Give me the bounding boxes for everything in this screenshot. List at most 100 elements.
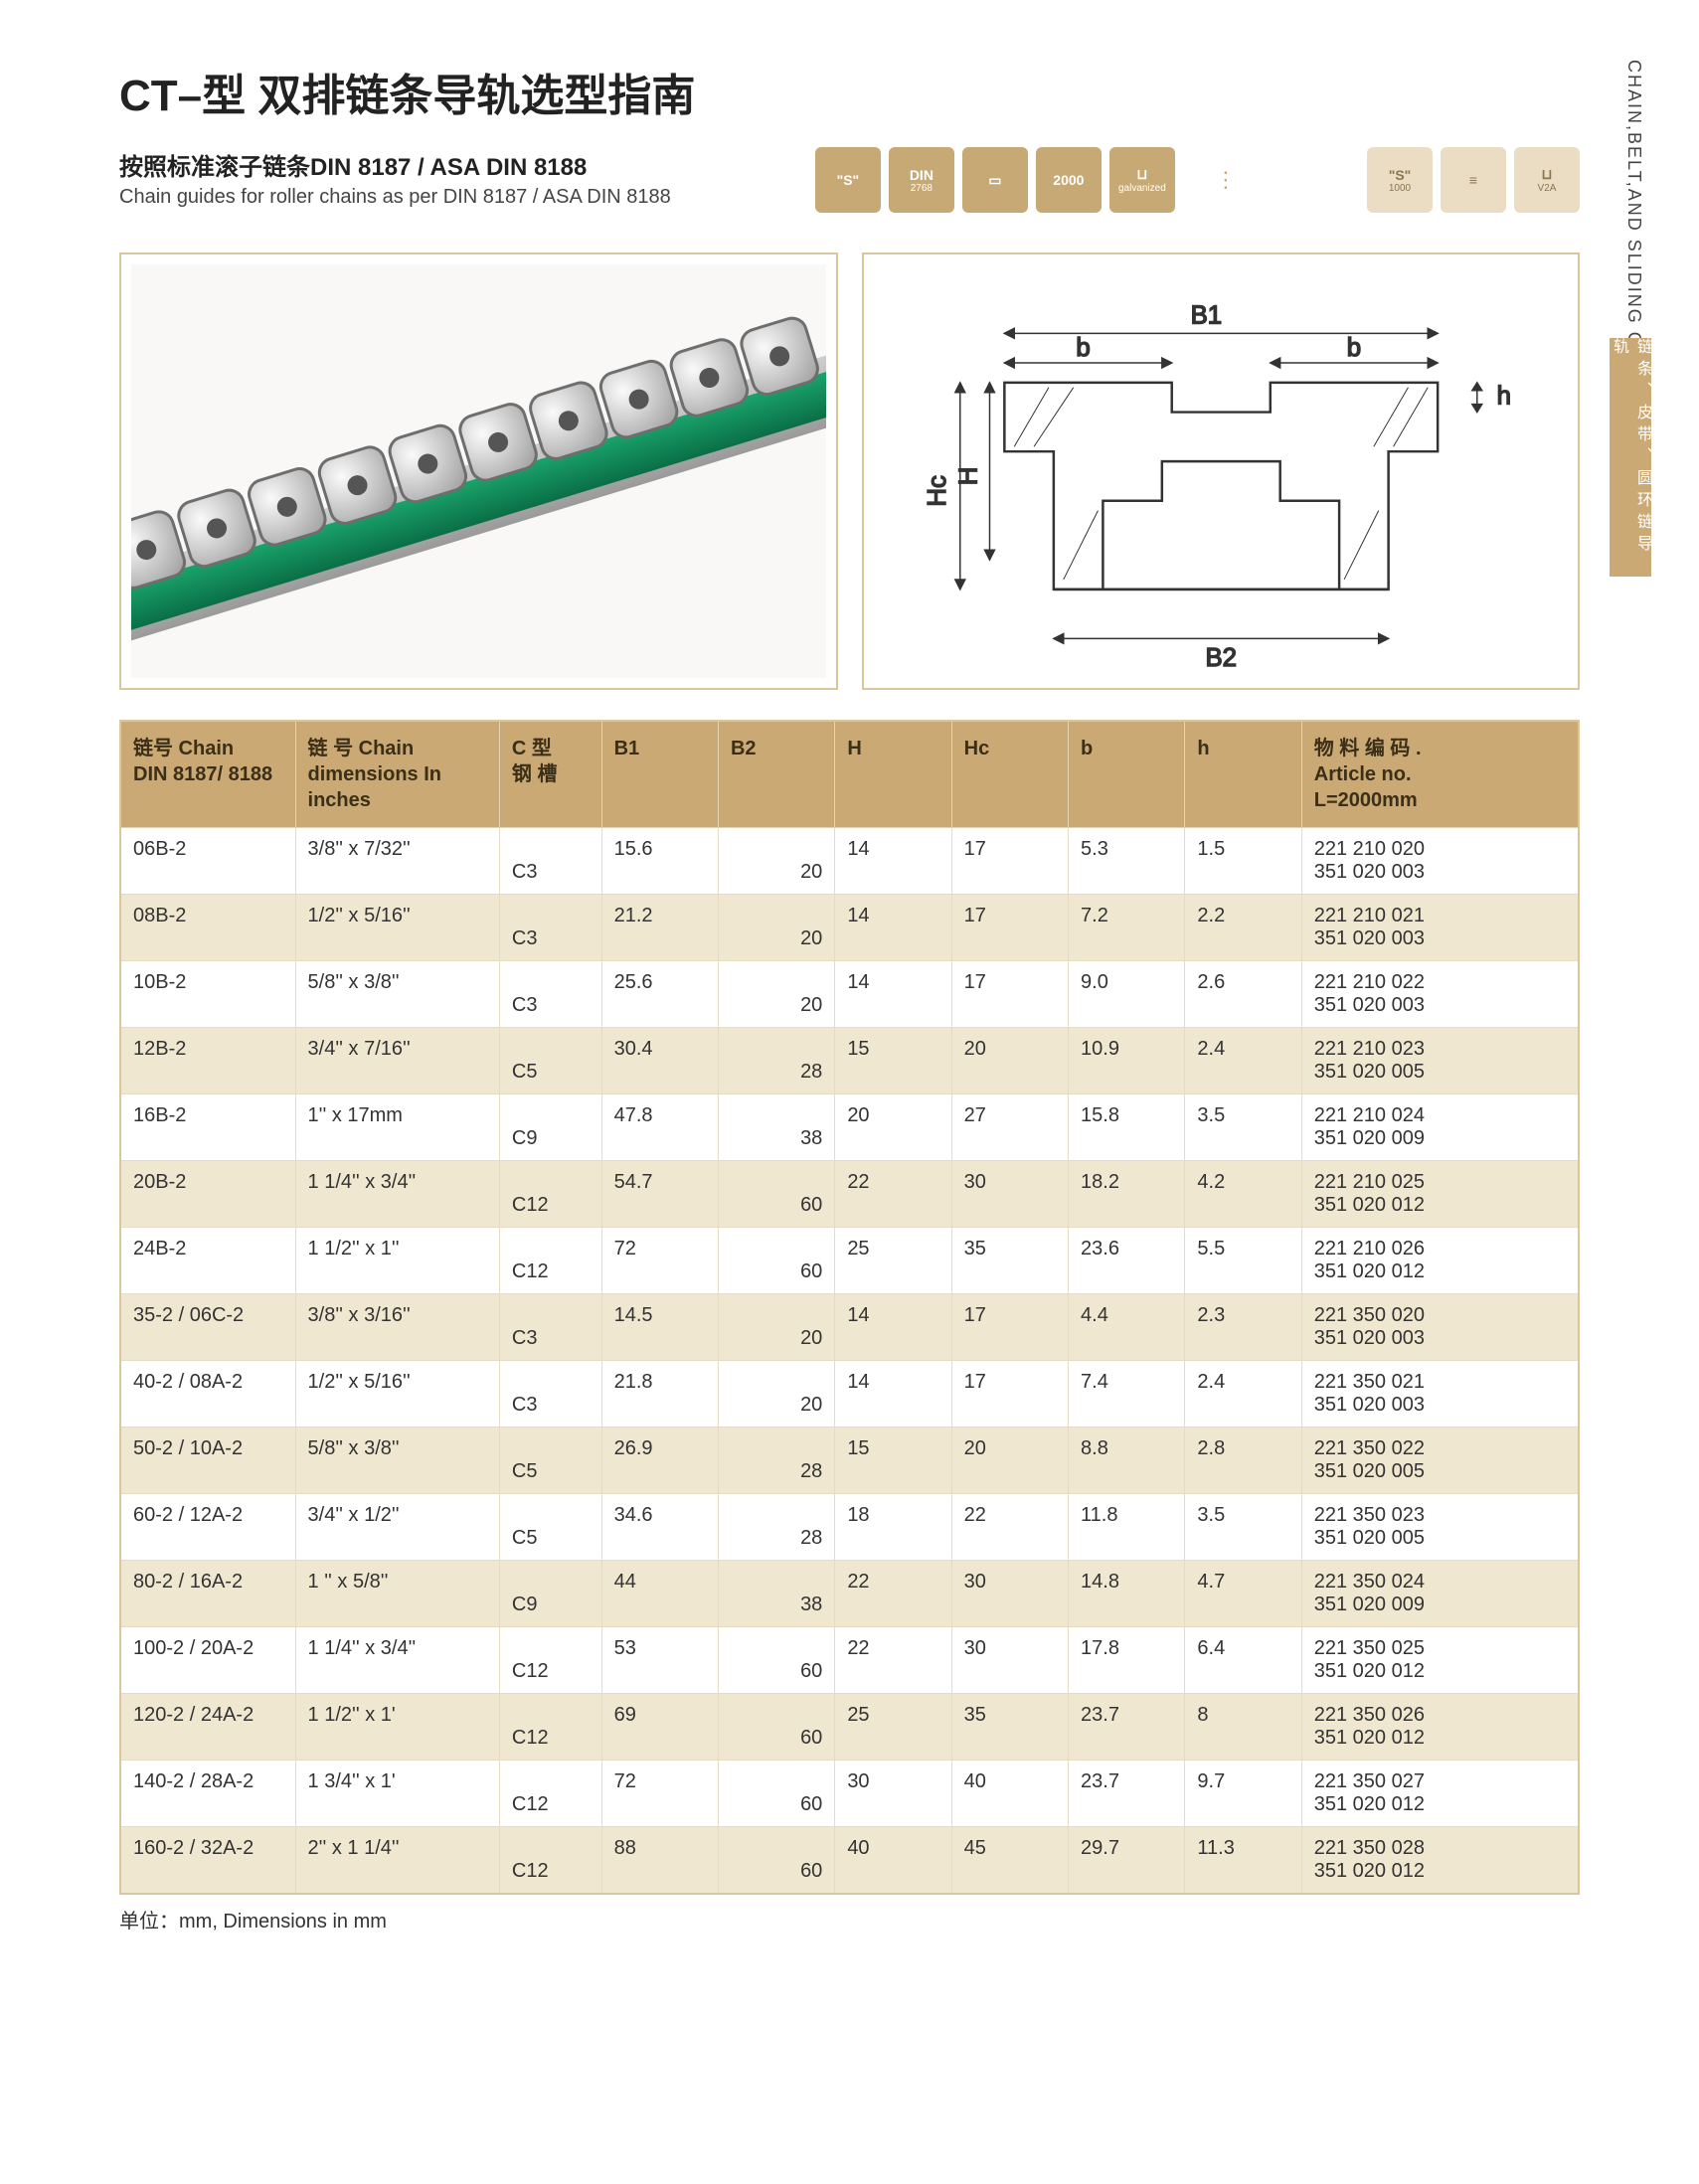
units-note: 单位：mm, Dimensions in mm bbox=[119, 1905, 1580, 1933]
chain-link bbox=[737, 312, 823, 399]
cell-B1: 54.7 bbox=[601, 1161, 718, 1228]
th-Hc: Hc bbox=[951, 721, 1068, 828]
cell-c: C12 bbox=[499, 1627, 601, 1694]
cell-H: 18 bbox=[835, 1494, 951, 1561]
cell-B1: 44 bbox=[601, 1561, 718, 1627]
cell-b: 15.8 bbox=[1069, 1094, 1185, 1161]
cell-dim: 1/2'' x 5/16'' bbox=[295, 1361, 499, 1428]
cell-b: 5.3 bbox=[1069, 828, 1185, 895]
cell-art: 221 210 023 351 020 005 bbox=[1301, 1028, 1579, 1094]
cell-H: 15 bbox=[835, 1028, 951, 1094]
cell-c: C5 bbox=[499, 1494, 601, 1561]
cell-c: C3 bbox=[499, 1294, 601, 1361]
cell-b: 17.8 bbox=[1069, 1627, 1185, 1694]
table-row: 10B-25/8'' x 3/8''C325.62014179.02.6221 … bbox=[120, 961, 1579, 1028]
cell-B2: 60 bbox=[718, 1627, 834, 1694]
cell-H: 22 bbox=[835, 1161, 951, 1228]
cell-dim: 1/2'' x 5/16'' bbox=[295, 895, 499, 961]
cell-B1: 72 bbox=[601, 1761, 718, 1827]
cell-B1: 47.8 bbox=[601, 1094, 718, 1161]
cell-chain: 10B-2 bbox=[120, 961, 295, 1028]
cell-h: 4.7 bbox=[1185, 1561, 1301, 1627]
cell-dim: 1 1/2'' x 1'' bbox=[295, 1228, 499, 1294]
cell-B2: 60 bbox=[718, 1228, 834, 1294]
cell-art: 221 350 025 351 020 012 bbox=[1301, 1627, 1579, 1694]
cell-c: C12 bbox=[499, 1827, 601, 1895]
cell-art: 221 210 024 351 020 009 bbox=[1301, 1094, 1579, 1161]
cell-B1: 53 bbox=[601, 1627, 718, 1694]
cell-B2: 28 bbox=[718, 1428, 834, 1494]
cell-c: C12 bbox=[499, 1161, 601, 1228]
cell-B2: 20 bbox=[718, 828, 834, 895]
cell-b: 4.4 bbox=[1069, 1294, 1185, 1361]
spec-badge: ⊔V2A bbox=[1514, 147, 1580, 213]
cell-H: 25 bbox=[835, 1694, 951, 1761]
cell-chain: 20B-2 bbox=[120, 1161, 295, 1228]
table-row: 100-2 / 20A-21 1/4'' x 3/4''C12536022301… bbox=[120, 1627, 1579, 1694]
cell-art: 221 210 026 351 020 012 bbox=[1301, 1228, 1579, 1294]
cell-art: 221 350 022 351 020 005 bbox=[1301, 1428, 1579, 1494]
cell-b: 9.0 bbox=[1069, 961, 1185, 1028]
subtitle-cn: 按照标准滚子链条DIN 8187 / ASA DIN 8188 bbox=[119, 147, 671, 182]
cell-B1: 26.9 bbox=[601, 1428, 718, 1494]
cell-dim: 1 1/4'' x 3/4'' bbox=[295, 1161, 499, 1228]
cell-h: 1.5 bbox=[1185, 828, 1301, 895]
cell-Hc: 30 bbox=[951, 1627, 1068, 1694]
cell-Hc: 17 bbox=[951, 961, 1068, 1028]
cell-h: 9.7 bbox=[1185, 1761, 1301, 1827]
cell-chain: 60-2 / 12A-2 bbox=[120, 1494, 295, 1561]
cell-dim: 1 '' x 5/8'' bbox=[295, 1561, 499, 1627]
table-row: 35-2 / 06C-23/8'' x 3/16''C314.52014174.… bbox=[120, 1294, 1579, 1361]
cross-section-diagram: B1 b b Hc H h B2 bbox=[862, 252, 1581, 690]
cell-art: 221 350 020 351 020 003 bbox=[1301, 1294, 1579, 1361]
spec-badge: DIN2768 bbox=[889, 147, 954, 213]
cell-B2: 38 bbox=[718, 1561, 834, 1627]
cell-H: 22 bbox=[835, 1627, 951, 1694]
cell-c: C12 bbox=[499, 1761, 601, 1827]
cell-h: 2.2 bbox=[1185, 895, 1301, 961]
spec-badge: ≡ bbox=[1441, 147, 1506, 213]
cell-H: 30 bbox=[835, 1761, 951, 1827]
cell-chain: 40-2 / 08A-2 bbox=[120, 1361, 295, 1428]
dim-B2: B2 bbox=[1205, 644, 1237, 672]
cell-H: 40 bbox=[835, 1827, 951, 1895]
spec-badge: ▭ bbox=[962, 147, 1028, 213]
table-row: 50-2 / 10A-25/8'' x 3/8''C526.92815208.8… bbox=[120, 1428, 1579, 1494]
cell-B1: 34.6 bbox=[601, 1494, 718, 1561]
cell-H: 14 bbox=[835, 961, 951, 1028]
cell-b: 8.8 bbox=[1069, 1428, 1185, 1494]
dim-B1: B1 bbox=[1190, 301, 1222, 329]
cell-B2: 60 bbox=[718, 1161, 834, 1228]
th-H: H bbox=[835, 721, 951, 828]
cell-Hc: 22 bbox=[951, 1494, 1068, 1561]
cell-B1: 69 bbox=[601, 1694, 718, 1761]
dim-b-left: b bbox=[1076, 334, 1090, 362]
cell-c: C3 bbox=[499, 828, 601, 895]
cell-chain: 16B-2 bbox=[120, 1094, 295, 1161]
figure-row: B1 b b Hc H h B2 bbox=[119, 252, 1580, 690]
side-tab: 链条、皮带、圆环链导轨 bbox=[1610, 338, 1651, 577]
table-row: 40-2 / 08A-21/2'' x 5/16''C321.82014177.… bbox=[120, 1361, 1579, 1428]
table-row: 80-2 / 16A-21 '' x 5/8''C94438223014.84.… bbox=[120, 1561, 1579, 1627]
cell-Hc: 27 bbox=[951, 1094, 1068, 1161]
cell-B1: 15.6 bbox=[601, 828, 718, 895]
spec-badge: ⊔galvanized bbox=[1109, 147, 1175, 213]
cell-b: 29.7 bbox=[1069, 1827, 1185, 1895]
th-chain: 链号 Chain DIN 8187/ 8188 bbox=[120, 721, 295, 828]
cell-H: 22 bbox=[835, 1561, 951, 1627]
cell-Hc: 20 bbox=[951, 1428, 1068, 1494]
cell-c: C3 bbox=[499, 961, 601, 1028]
cell-Hc: 20 bbox=[951, 1028, 1068, 1094]
cell-B2: 28 bbox=[718, 1028, 834, 1094]
cell-Hc: 45 bbox=[951, 1827, 1068, 1895]
cell-h: 4.2 bbox=[1185, 1161, 1301, 1228]
cell-c: C3 bbox=[499, 895, 601, 961]
cell-art: 221 210 020 351 020 003 bbox=[1301, 828, 1579, 895]
table-row: 06B-23/8'' x 7/32''C315.62014175.31.5221… bbox=[120, 828, 1579, 895]
cell-h: 11.3 bbox=[1185, 1827, 1301, 1895]
cell-H: 14 bbox=[835, 895, 951, 961]
cell-B1: 14.5 bbox=[601, 1294, 718, 1361]
cell-c: C12 bbox=[499, 1228, 601, 1294]
th-b: b bbox=[1069, 721, 1185, 828]
spec-badge: 2000 bbox=[1036, 147, 1102, 213]
